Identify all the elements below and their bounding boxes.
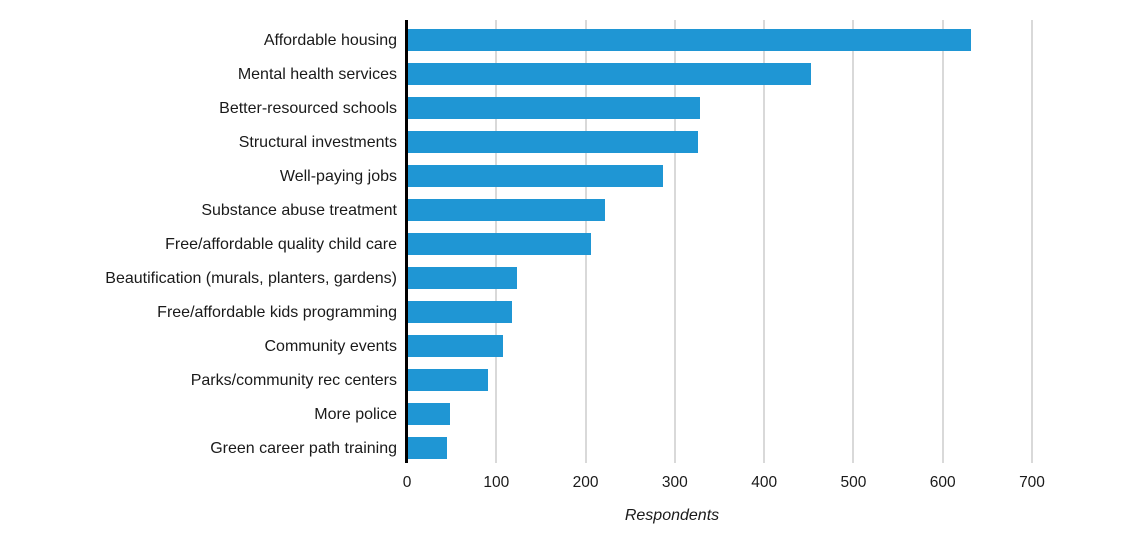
category-label: Green career path training	[210, 440, 397, 457]
bar	[408, 267, 517, 289]
bar	[408, 369, 489, 391]
category-label: Affordable housing	[263, 32, 397, 49]
bar	[408, 199, 606, 221]
category-label: Parks/community rec centers	[190, 372, 397, 389]
category-label: Substance abuse treatment	[201, 202, 397, 219]
x-tick-label: 600	[929, 474, 956, 491]
x-tick-label: 0	[402, 474, 412, 491]
y-axis-line	[405, 20, 408, 463]
category-label: Free/affordable quality child care	[165, 236, 397, 253]
x-tick-label: 400	[751, 474, 778, 491]
gridline	[763, 20, 766, 463]
category-label: Free/affordable kids programming	[157, 304, 397, 321]
x-axis-title: Respondents	[624, 507, 720, 524]
gridline	[852, 20, 855, 463]
bar	[408, 233, 592, 255]
category-label: Better-resourced schools	[219, 100, 397, 117]
gridline	[941, 20, 944, 463]
bar	[408, 29, 971, 51]
category-label: Beautification (murals, planters, garden…	[105, 270, 397, 287]
category-label: Community events	[264, 338, 398, 355]
category-label: Well-paying jobs	[279, 168, 397, 185]
bar	[408, 165, 664, 187]
x-tick-label: 100	[483, 474, 510, 491]
bar	[408, 63, 811, 85]
x-tick-label: 300	[661, 474, 688, 491]
gridline	[1031, 20, 1033, 463]
bar	[408, 97, 700, 119]
bar	[408, 403, 450, 425]
bar	[408, 335, 503, 357]
category-label: More police	[314, 406, 397, 423]
category-label: Structural investments	[238, 134, 397, 151]
bar	[408, 131, 699, 153]
x-tick-label: 200	[572, 474, 599, 491]
bar	[408, 301, 512, 323]
x-tick-label: 700	[1019, 474, 1045, 491]
gridline	[673, 20, 676, 463]
x-tick-label: 500	[840, 474, 867, 491]
bar	[408, 437, 448, 459]
category-label: Mental health services	[237, 66, 397, 83]
